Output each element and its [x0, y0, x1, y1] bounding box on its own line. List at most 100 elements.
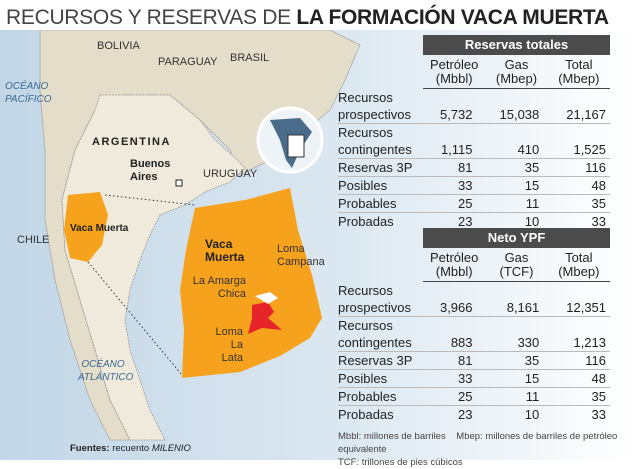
row-label: Probables — [338, 196, 397, 211]
cell-value: 21,167 — [566, 107, 607, 122]
source-text: recuento — [112, 443, 150, 454]
column-header: Total (Mbep) — [558, 57, 600, 86]
table-row: Probadas 23 10 33 — [338, 406, 610, 423]
page-title: RECURSOS Y RESERVAS DE LA FORMACIÓN VACA… — [0, 0, 635, 30]
cell-value: 1,115 — [440, 142, 473, 157]
cell-value: 48 — [591, 178, 607, 193]
table-row: Probables 25 11 35 — [338, 388, 610, 406]
row-label: Recursos prospectivos — [338, 283, 411, 315]
cell-value: 116 — [585, 353, 607, 368]
row-label: Reservas 3P — [338, 160, 413, 175]
table-row: Recursos contingentes 883 330 1,213 — [338, 317, 610, 352]
vaca-muerta-small — [64, 192, 108, 262]
title-light: RECURSOS Y RESERVAS DE — [6, 6, 297, 29]
table-row: Probadas 23 10 33 — [338, 213, 610, 230]
label-vaca-muerta: Vaca Muerta — [205, 237, 245, 264]
source-label: Fuentes: — [70, 443, 110, 454]
cell-value: 81 — [458, 353, 473, 368]
cell-value: 35 — [524, 160, 540, 175]
cell-value: 10 — [524, 407, 540, 422]
table-reservas-totales: Reservas totales Petróleo (Mbbl) Gas (Mbe… — [338, 35, 610, 232]
cell-value: 25 — [458, 389, 473, 404]
cell-value: 35 — [591, 389, 607, 404]
cell-value: 33 — [591, 407, 607, 422]
cell-value: 1,525 — [573, 142, 607, 157]
cell-value: 23 — [458, 407, 473, 422]
cell-value: 33 — [591, 214, 607, 229]
label-loma-campana: Loma Campana — [277, 243, 325, 268]
cell-value: 116 — [585, 160, 607, 175]
note-mbep: Mbep: millones de barriles de petróleo e… — [338, 431, 618, 455]
label-chile: CHILE — [17, 234, 50, 246]
note-tcf: TCF: trillones de pies cúbicos — [338, 457, 463, 468]
cell-value: 883 — [450, 335, 473, 350]
note-mbbl: Mbbl: millones de barriles — [338, 431, 446, 442]
source: Fuentes: recuento MILENIO — [70, 443, 191, 454]
cell-value: 8,161 — [506, 300, 540, 315]
label-buenos-aires: Buenos Aires — [130, 158, 171, 183]
column-header: Petróleo (Mbbl) — [429, 57, 479, 86]
cell-value: 1,213 — [573, 335, 607, 350]
la-amarga-chica-area — [255, 292, 278, 304]
cell-value: 11 — [525, 389, 540, 404]
cell-value: 35 — [591, 196, 607, 211]
label-la-amarga-chica: La Amarga Chica — [192, 275, 246, 300]
row-label: Probadas — [338, 407, 394, 422]
label-bolivia: BOLIVIA — [97, 40, 140, 52]
cell-value: 5,732 — [439, 107, 473, 122]
column-header: Gas (Mbep) — [495, 57, 538, 86]
label-pacific: OCÉANO PACÍFICO — [5, 81, 52, 105]
row-label: Posibles — [338, 371, 388, 386]
label-paraguay: PARAGUAY — [158, 56, 218, 68]
cell-value: 15 — [524, 371, 540, 386]
row-label: Recursos prospectivos — [338, 90, 411, 122]
table-row: Recursos contingentes 1,115 410 1,525 — [338, 124, 610, 159]
row-label: Recursos contingentes — [338, 125, 412, 157]
cell-value: 330 — [517, 335, 540, 350]
zoom-line — [104, 194, 196, 206]
cell-value: 11 — [525, 196, 540, 211]
cell-value: 3,966 — [439, 300, 473, 315]
table-row: Reservas 3P 81 35 116 — [338, 159, 610, 177]
label-loma-la-lata: Loma La Lata — [215, 326, 243, 364]
row-label: Probadas — [338, 214, 394, 229]
cell-value: 15 — [524, 178, 540, 193]
cell-value: 48 — [591, 371, 607, 386]
cell-value: 12,351 — [566, 300, 607, 315]
buenos-aires-marker — [175, 179, 183, 187]
label-argentina: ARGENTINA — [92, 136, 171, 148]
notes: Mbbl: millones de barriles Mbep: millone… — [338, 430, 635, 469]
cell-value: 35 — [524, 353, 540, 368]
table-row: Probables 25 11 35 — [338, 195, 610, 213]
label-atlantic: OCÉANO ATLÁNTICO — [78, 359, 134, 383]
cell-value: 81 — [458, 160, 473, 175]
ypf-area — [248, 302, 282, 334]
table-title: Reservas totales — [423, 35, 610, 55]
source-publication: MILENIO — [151, 443, 191, 454]
cell-value: 10 — [524, 214, 540, 229]
row-label: Posibles — [338, 178, 388, 193]
argentina-shape — [61, 94, 246, 441]
column-header: Gas (TCF) — [499, 250, 534, 279]
table-title: Neto YPF — [423, 228, 610, 248]
table-row: Reservas 3P 81 35 116 — [338, 352, 610, 370]
column-header: Petróleo (Mbbl) — [429, 250, 479, 279]
zoom-line — [87, 261, 183, 376]
cell-value: 33 — [458, 371, 473, 386]
cell-value: 23 — [458, 214, 473, 229]
globe-highlight — [287, 134, 305, 158]
label-brasil: BRASIL — [230, 52, 270, 64]
table-row: Posibles 33 15 48 — [338, 370, 610, 388]
cell-value: 33 — [458, 178, 473, 193]
table-row: Posibles 33 15 48 — [338, 177, 610, 195]
table-row: Recursos prospectivos 3,966 8,161 12,351 — [338, 282, 610, 317]
row-label: Reservas 3P — [338, 353, 413, 368]
vaca-muerta-enlarged — [180, 188, 322, 378]
cell-value: 15,038 — [499, 107, 540, 122]
table-row: Recursos prospectivos 5,732 15,038 21,167 — [338, 89, 610, 124]
title-bold: LA FORMACIÓN VACA MUERTA — [296, 6, 609, 29]
row-label: Recursos contingentes — [338, 318, 412, 350]
cell-value: 25 — [458, 196, 473, 211]
cell-value: 410 — [517, 142, 540, 157]
table-neto-ypf: Neto YPF Petróleo (Mbbl) Gas (TCF) Total (… — [338, 228, 610, 423]
